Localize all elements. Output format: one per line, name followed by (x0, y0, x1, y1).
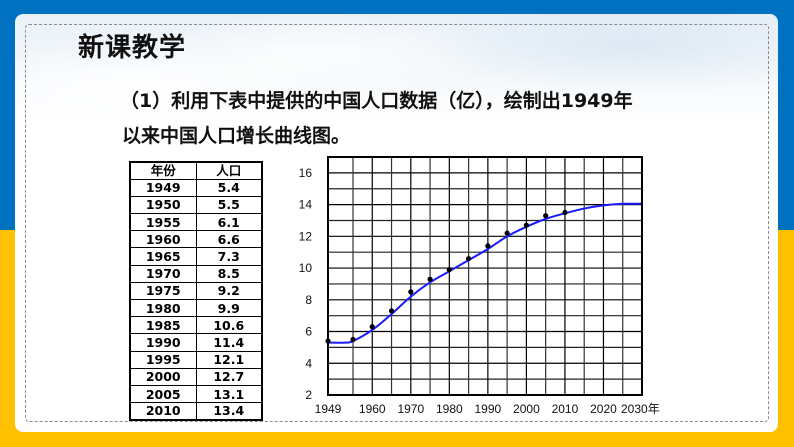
table-row: 1980 9.9 (129, 298, 263, 318)
year-cell: 1990 (129, 333, 197, 352)
table-row: 1975 9.2 (129, 281, 263, 301)
year-cell: 1985 (129, 316, 197, 335)
table-row: 1949 5.4 (129, 178, 263, 197)
header-population: 人口 (195, 161, 263, 180)
year-cell: 1995 (129, 350, 197, 369)
population-cell: 12.1 (195, 350, 263, 369)
table-row: 1960 6.6 (129, 230, 263, 249)
population-cell: 9.2 (195, 281, 263, 301)
population-cell: 12.7 (195, 367, 263, 386)
table-row: 1955 6.1 (129, 213, 263, 232)
population-cell: 6.1 (195, 213, 263, 232)
table-row: 1985 10.6 (129, 316, 263, 335)
population-cell: 5.5 (195, 195, 263, 215)
sky-decoration (15, 14, 778, 134)
table-row: 2005 13.1 (129, 384, 263, 404)
year-cell: 2000 (129, 367, 197, 386)
table-row: 1950 5.5 (129, 195, 263, 215)
population-cell: 8.5 (195, 264, 263, 283)
population-cell: 13.4 (195, 402, 263, 421)
table-row: 1995 12.1 (129, 350, 263, 369)
year-cell: 2010 (129, 402, 197, 421)
year-cell: 1949 (129, 178, 197, 197)
table-row: 2010 13.4 (129, 402, 263, 421)
population-cell: 13.1 (195, 384, 263, 404)
year-cell: 1970 (129, 264, 197, 283)
content-frame (25, 24, 769, 422)
year-cell: 1955 (129, 213, 197, 232)
year-cell: 1965 (129, 247, 197, 266)
population-cell: 9.9 (195, 298, 263, 318)
question-text-line-2: 以来中国人口增长曲线图。 (122, 125, 351, 147)
table-row: 2000 12.7 (129, 367, 263, 386)
question-text-line-1: （1）利用下表中提供的中国人口数据（亿），绘制出1949年 (120, 90, 633, 112)
year-cell: 2005 (129, 384, 197, 404)
header-year: 年份 (129, 161, 197, 180)
population-table: 年份 人口 1949 5.4 1950 5.5 1955 6.1 1960 6.6 19… (129, 161, 263, 421)
year-cell: 1960 (129, 230, 197, 249)
year-cell: 1980 (129, 298, 197, 318)
year-cell: 1950 (129, 195, 197, 215)
population-cell: 11.4 (195, 333, 263, 352)
population-cell: 5.4 (195, 178, 263, 197)
population-cell: 6.6 (195, 230, 263, 249)
population-cell: 7.3 (195, 247, 263, 266)
table-header-row: 年份 人口 (129, 161, 263, 180)
population-cell: 10.6 (195, 316, 263, 335)
table-row: 1970 8.5 (129, 264, 263, 283)
year-cell: 1975 (129, 281, 197, 301)
table-row: 1965 7.3 (129, 247, 263, 266)
slide-title: 新课教学 (78, 33, 187, 63)
table-row: 1990 11.4 (129, 333, 263, 352)
